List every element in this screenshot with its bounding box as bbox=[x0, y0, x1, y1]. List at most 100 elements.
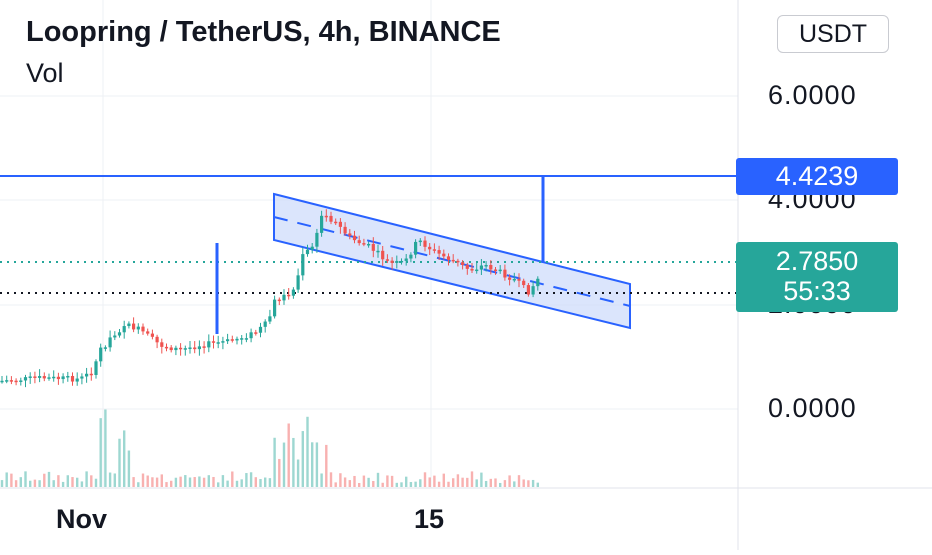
candle-body bbox=[381, 250, 385, 260]
volume-bar bbox=[198, 476, 201, 487]
candle-body bbox=[28, 376, 32, 378]
volume-bar bbox=[278, 458, 281, 487]
volume-bar bbox=[386, 475, 389, 487]
candle-body bbox=[273, 299, 277, 317]
volume-bar bbox=[306, 416, 309, 487]
volume-bar bbox=[409, 482, 413, 487]
candle-body bbox=[207, 341, 211, 348]
volume-bar bbox=[452, 478, 455, 487]
bar-countdown: 55:33 bbox=[783, 276, 851, 306]
candle-body bbox=[61, 376, 65, 380]
volume-bar bbox=[428, 477, 431, 487]
candle-body bbox=[461, 262, 465, 265]
candle-body bbox=[399, 260, 404, 263]
candle-body bbox=[508, 277, 512, 280]
candle-body bbox=[103, 347, 107, 349]
candle-body bbox=[287, 294, 291, 297]
volume-bar bbox=[235, 480, 239, 487]
candle-body bbox=[414, 241, 418, 255]
volume-bar bbox=[381, 482, 384, 487]
candle-body bbox=[362, 243, 366, 245]
volume-bar bbox=[141, 473, 145, 487]
volume-bar bbox=[442, 473, 445, 487]
volume-bar bbox=[202, 477, 206, 487]
candle-body bbox=[5, 380, 9, 382]
volume-bar bbox=[320, 473, 323, 487]
volume-bar bbox=[57, 475, 60, 487]
candle-body bbox=[404, 258, 408, 261]
candle-body bbox=[19, 380, 23, 382]
candle-body bbox=[442, 253, 446, 257]
candle-body bbox=[169, 347, 173, 351]
candle-body bbox=[9, 380, 13, 382]
price-axis-label: 6.0000 bbox=[768, 80, 857, 110]
volume-bar bbox=[76, 477, 79, 487]
candle-body bbox=[235, 338, 239, 341]
candle-body bbox=[85, 373, 89, 377]
candle-body bbox=[376, 250, 380, 253]
volume-bar bbox=[437, 481, 441, 487]
candle-body bbox=[160, 342, 164, 347]
candle-body bbox=[498, 269, 502, 272]
volume-bar bbox=[339, 473, 342, 487]
candle-body bbox=[395, 260, 399, 263]
volume-bar bbox=[231, 471, 234, 487]
candle-body bbox=[291, 289, 295, 296]
candle-body bbox=[193, 347, 197, 350]
candle-body bbox=[155, 336, 159, 343]
volume-bar bbox=[348, 480, 351, 487]
volume-bar bbox=[80, 481, 84, 487]
volume-bar bbox=[414, 481, 417, 487]
volume-bar bbox=[155, 477, 159, 487]
candle-body bbox=[456, 260, 460, 263]
volume-bar bbox=[104, 409, 107, 487]
volume-bar bbox=[118, 438, 121, 487]
volume-bar bbox=[137, 482, 140, 487]
candle-body bbox=[475, 269, 479, 272]
volume-bar bbox=[461, 477, 464, 487]
volume-bar bbox=[0, 480, 4, 487]
candle-body bbox=[75, 378, 79, 382]
volume-bar bbox=[47, 471, 51, 487]
candle-body bbox=[33, 376, 37, 378]
volume-bar bbox=[466, 477, 469, 487]
volume-bar bbox=[146, 475, 149, 487]
volume-bar bbox=[499, 482, 502, 487]
target-price-tag: 4.4239 bbox=[736, 158, 898, 195]
candle-body bbox=[484, 264, 488, 267]
candle-body bbox=[117, 332, 122, 336]
candle-body bbox=[113, 335, 117, 338]
candle-body bbox=[437, 250, 441, 254]
chart-title: Loopring / TetherUS, 4h, BINANCE bbox=[26, 16, 501, 48]
candle-body bbox=[531, 286, 535, 295]
volume-bar bbox=[99, 418, 102, 487]
volume-indicator-label[interactable]: Vol bbox=[26, 58, 64, 88]
candle-body bbox=[183, 348, 187, 350]
currency-button[interactable]: USDT bbox=[777, 15, 889, 53]
candle-body bbox=[305, 249, 310, 255]
candle-body bbox=[536, 278, 540, 287]
volume-bar bbox=[367, 477, 370, 487]
volume-bar bbox=[273, 437, 276, 487]
time-axis-label: 15 bbox=[414, 504, 445, 534]
last-price-tag: 2.7850 55:33 bbox=[736, 242, 898, 312]
candle-body bbox=[522, 280, 526, 286]
candle-body bbox=[0, 380, 4, 383]
candle-body bbox=[268, 316, 272, 322]
volume-bar bbox=[390, 475, 394, 487]
volume-bar bbox=[527, 480, 530, 487]
candle-body bbox=[197, 346, 201, 350]
candle-body bbox=[132, 323, 136, 330]
volume-bar bbox=[517, 475, 521, 487]
candle-body bbox=[329, 215, 333, 222]
candle-body bbox=[136, 326, 140, 330]
candle-body bbox=[451, 259, 455, 262]
candle-body bbox=[385, 259, 389, 261]
candle-body bbox=[263, 321, 267, 327]
candle-body bbox=[320, 215, 324, 233]
candle-body bbox=[310, 246, 314, 250]
volume-bar bbox=[85, 471, 88, 487]
volume-bar bbox=[489, 478, 492, 487]
